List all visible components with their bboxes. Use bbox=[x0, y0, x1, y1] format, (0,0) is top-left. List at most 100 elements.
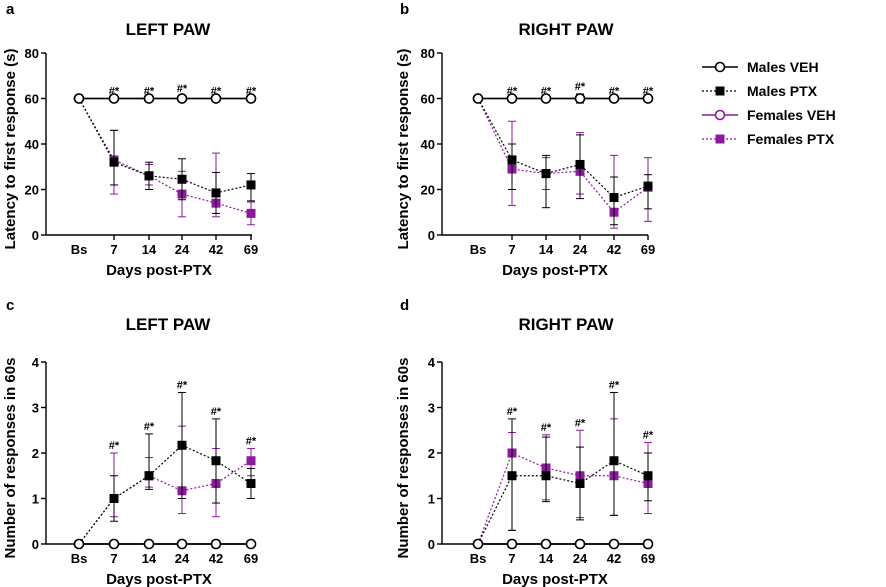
panel-letter: b bbox=[400, 1, 409, 18]
legend-label: Males PTX bbox=[747, 83, 818, 99]
y-tick-label: 40 bbox=[421, 137, 435, 152]
data-point bbox=[609, 192, 619, 202]
data-point bbox=[608, 93, 620, 104]
data-point bbox=[211, 188, 221, 198]
data-point bbox=[642, 93, 654, 104]
data-point bbox=[608, 538, 620, 550]
y-tick-label: 2 bbox=[32, 446, 39, 461]
y-tick-label: 4 bbox=[32, 355, 40, 370]
x-axis-label: Days post-PTX bbox=[106, 262, 212, 279]
y-tick-label: 20 bbox=[25, 183, 39, 198]
y-tick-label: 0 bbox=[32, 228, 39, 243]
series-females-ptx bbox=[477, 418, 653, 545]
x-tick-label: 14 bbox=[142, 551, 157, 566]
x-tick-label: 7 bbox=[508, 551, 515, 566]
data-point bbox=[507, 471, 517, 481]
data-point bbox=[144, 171, 154, 181]
data-point bbox=[609, 456, 619, 466]
y-tick-label: 40 bbox=[25, 137, 39, 152]
x-tick-label: 24 bbox=[175, 551, 190, 566]
data-point bbox=[108, 93, 120, 104]
y-tick-label: 3 bbox=[32, 401, 39, 416]
x-axis-label: Days post-PTX bbox=[502, 262, 608, 279]
x-tick-label: 69 bbox=[641, 242, 655, 257]
series-males-ptx bbox=[477, 391, 653, 545]
legend-item: Males VEH bbox=[702, 59, 819, 75]
x-tick-label: Bs bbox=[71, 551, 88, 566]
data-point bbox=[210, 93, 222, 104]
data-point bbox=[210, 538, 222, 550]
data-point bbox=[540, 93, 552, 104]
data-point bbox=[246, 456, 256, 466]
legend-marker bbox=[715, 134, 725, 144]
data-point bbox=[176, 93, 188, 104]
y-axis-label: Latency to first response (s) bbox=[2, 49, 19, 250]
legend-label: Females PTX bbox=[747, 131, 835, 147]
y-tick-label: 4 bbox=[428, 355, 436, 370]
y-tick-label: 60 bbox=[421, 92, 435, 107]
data-point bbox=[541, 471, 551, 481]
data-point bbox=[177, 440, 187, 450]
y-tick-label: 2 bbox=[428, 446, 435, 461]
x-tick-label: 14 bbox=[539, 551, 554, 566]
data-point bbox=[540, 538, 552, 550]
significance-label: #* bbox=[144, 86, 155, 98]
series-males-ptx bbox=[477, 98, 653, 226]
panel-b: b RIGHT PAW 0 20 40 60 80 Bs 7 14 24 42 69 Days post-… bbox=[395, 1, 655, 279]
data-point bbox=[108, 538, 120, 550]
series-males-veh bbox=[472, 538, 654, 550]
data-point bbox=[176, 538, 188, 550]
series-line bbox=[78, 98, 252, 194]
panel-d: d RIGHT PAW 0 1 2 3 4 Bs 7 14 24 42 69 Days post-PTX N… bbox=[395, 297, 655, 587]
y-tick-label: 80 bbox=[25, 46, 39, 61]
data-point bbox=[109, 494, 119, 503]
x-tick-label: 69 bbox=[641, 551, 655, 566]
data-point bbox=[73, 538, 85, 550]
x-tick-label: Bs bbox=[470, 551, 487, 566]
data-point bbox=[245, 538, 257, 550]
y-tick-label: 60 bbox=[25, 92, 39, 107]
series-line bbox=[477, 98, 649, 199]
series-line bbox=[477, 98, 649, 214]
panel-letter: a bbox=[6, 1, 15, 18]
x-tick-label: Bs bbox=[71, 242, 88, 257]
significance-label: #* bbox=[177, 83, 188, 95]
y-tick-label: 0 bbox=[428, 228, 435, 243]
data-point bbox=[642, 538, 654, 550]
series-females-ptx bbox=[477, 98, 653, 229]
x-tick-label: 69 bbox=[244, 242, 258, 257]
panel-letter: d bbox=[400, 297, 409, 314]
data-point bbox=[246, 478, 256, 488]
data-point bbox=[506, 538, 518, 550]
data-point bbox=[643, 181, 653, 191]
legend: Males VEH Males PTX Females VEH Females PTX bbox=[702, 59, 836, 147]
x-tick-label: 42 bbox=[209, 242, 223, 257]
x-tick-label: 24 bbox=[573, 242, 588, 257]
y-tick-label: 3 bbox=[428, 401, 435, 416]
panel-title: RIGHT PAW bbox=[518, 315, 614, 334]
significance-label: #* bbox=[643, 430, 654, 442]
series-line bbox=[477, 452, 649, 545]
series-males-ptx bbox=[78, 98, 256, 214]
data-point bbox=[575, 478, 585, 488]
series-line bbox=[477, 460, 649, 545]
significance-label: #* bbox=[177, 379, 188, 391]
significance-label: #* bbox=[507, 406, 518, 418]
x-tick-label: 42 bbox=[607, 242, 621, 257]
significance-label: #* bbox=[144, 421, 155, 433]
data-point bbox=[245, 93, 257, 104]
significance-label: #* bbox=[575, 81, 586, 93]
series-line bbox=[78, 460, 252, 545]
significance-label: #* bbox=[541, 422, 552, 434]
data-point bbox=[143, 538, 155, 550]
panel-title: LEFT PAW bbox=[126, 20, 212, 39]
y-tick-label: 1 bbox=[32, 492, 39, 507]
significance-label: #* bbox=[246, 86, 257, 98]
significance-label: #* bbox=[507, 86, 518, 98]
data-point bbox=[472, 538, 484, 550]
y-tick-label: 0 bbox=[32, 537, 39, 552]
significance-label: #* bbox=[643, 86, 654, 98]
significance-label: #* bbox=[109, 86, 120, 98]
series-line bbox=[78, 98, 252, 214]
